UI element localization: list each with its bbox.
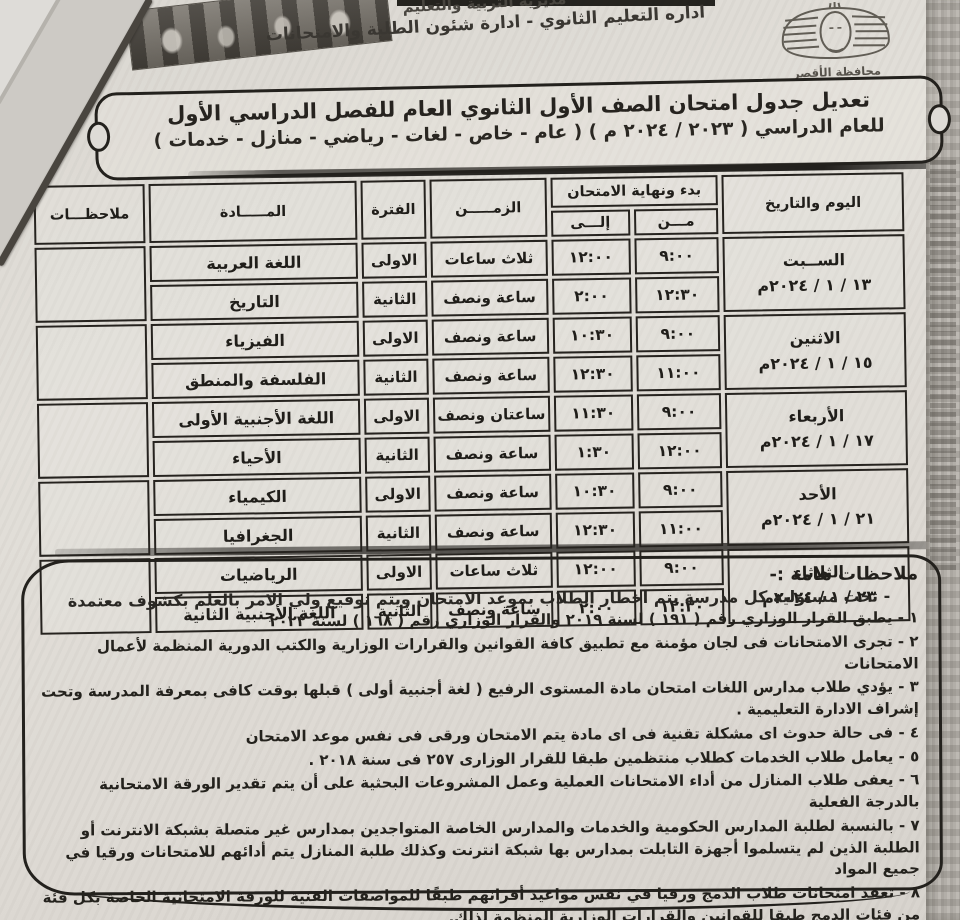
col-header-day-date: اليوم والتاريخ: [721, 172, 905, 235]
col-header-to: إلـــى: [550, 209, 630, 237]
tutankhamun-mask-icon: [781, 1, 890, 59]
cell-to: ١٢:٣٠: [553, 355, 633, 393]
cell-to: ١١:٣٠: [553, 394, 633, 432]
col-header-period: الفترة: [360, 179, 427, 240]
cell-period: الاولى: [363, 397, 430, 435]
cell-to: ١٢:٠٠: [551, 238, 631, 276]
cell-subject: الكيمياء: [153, 476, 362, 517]
cell-from: ٩:٠٠: [637, 471, 723, 509]
cell-subject: الفيزياء: [150, 320, 360, 361]
day-name: الأربعاء: [788, 405, 845, 426]
cell-from: ١١:٠٠: [638, 510, 724, 548]
cell-subject: الجغرافيا: [153, 515, 363, 556]
title-box: تعديل جدول امتحان الصف الأول الثانوي الع…: [86, 75, 952, 181]
note-item-6: ٦ - يعفى طلاب المنازل من أداء الامتحانات…: [99, 770, 920, 812]
handwritten-note: - تحت مسئولية كل مدرسة يتم اخطار الطلاب …: [67, 586, 891, 611]
cell-from: ١١:٠٠: [635, 354, 722, 392]
cell-subject: الفلسفة والمنطق: [151, 359, 360, 400]
day-date: ١٧ / ١ / ٢٠٢٤م: [759, 430, 874, 451]
page-corner-fold: [0, 0, 180, 310]
cell-duration: ساعتان ونصف: [432, 395, 551, 434]
scanner-edge-strip: [926, 0, 960, 920]
day-name: الاثنين: [789, 327, 841, 348]
cell-from: ٩:٠٠: [635, 315, 721, 353]
cell-to: ٢:٠٠: [551, 277, 632, 315]
day-date: ١٣ / ١ / ٢٠٢٤م: [757, 274, 872, 296]
cell-notes-empty: [38, 480, 151, 557]
cell-from: ٩:٠٠: [633, 237, 720, 275]
cell-period: الثانية: [365, 514, 431, 552]
cell-to: ١:٣٠: [554, 433, 634, 471]
col-header-from: مـــن: [633, 208, 719, 236]
note-item-1: ١ - يطبق القرار الوزاري رقم ( ١٩١ ) لسنة…: [269, 608, 919, 631]
cell-period: الثانية: [362, 280, 428, 318]
cell-duration: ساعة ونصف: [433, 473, 552, 512]
cell-period: الثانية: [363, 358, 429, 396]
cell-subject: اللغة الأجنبية الأولى: [152, 398, 361, 439]
notes-heading: ملاحظات هامة :-: [769, 563, 919, 586]
scan-top-edge: [397, 0, 715, 6]
cell-period: الاولى: [361, 241, 427, 279]
col-header-exam-time: بدء ونهاية الامتحان: [550, 175, 719, 208]
note-item-5: ٥ - يعامل طلاب الخدمات كطلاب منتظمين طبق…: [308, 746, 920, 769]
note-item-8: ٨ - تعقد امتحانات طلاب الدمج ورقيا في نف…: [42, 883, 921, 920]
cell-duration: ساعة ونصف: [431, 356, 550, 395]
day-date: ١٥ / ١ / ٢٠٢٤م: [758, 352, 873, 373]
cell-to: ١٠:٣٠: [554, 472, 635, 510]
cell-notes-empty: [35, 324, 148, 401]
note-item-4: ٤ - فى حالة حدوث اى مشكلة تقنية فى اى ما…: [245, 723, 920, 746]
day-name: الأحد: [798, 483, 837, 504]
cell-duration: ساعة ونصف: [433, 434, 551, 473]
day-date: ٢١ / ١ / ٢٠٢٤م: [760, 508, 876, 529]
important-notes-box: ملاحظات هامة :- - تحت مسئولية كل مدرسة ي…: [20, 554, 944, 920]
cell-period: الثانية: [364, 436, 430, 474]
cell-duration: ثلاث ساعات: [430, 239, 548, 278]
cell-period: الاولى: [365, 475, 431, 513]
cell-subject: اللغة العربية: [149, 242, 359, 283]
cell-day-date: الأحد ٢١ / ١ / ٢٠٢٤م: [726, 468, 910, 547]
cell-duration: ساعة ونصف: [430, 278, 549, 317]
note-item-7: ٧ - بالنسبة لطلبة المدارس الحكومية والخد…: [65, 816, 920, 879]
cell-to: ١٠:٣٠: [552, 316, 632, 354]
cell-from: ١٢:٠٠: [636, 432, 723, 470]
cell-to: ١٢:٣٠: [555, 511, 635, 549]
cell-duration: ساعة ونصف: [431, 317, 549, 356]
cell-subject: الأحياء: [152, 437, 362, 478]
cell-day-date: الاثنين ١٥ / ١ / ٢٠٢٤م: [723, 312, 907, 391]
luxor-governorate-logo: محافظة الأقصر: [759, 0, 914, 91]
cell-day-date: الأربعاء ١٧ / ١ / ٢٠٢٤م: [725, 390, 909, 469]
cell-subject: التاريخ: [150, 281, 359, 322]
cell-period: الاولى: [362, 319, 428, 357]
note-item-2: ٢ - تجرى الامتحانات فى لجان مؤمنة مع تطب…: [96, 632, 919, 673]
cell-duration: ساعة ونصف: [434, 512, 553, 551]
day-name: الســبت: [782, 249, 846, 270]
cell-from: ٩:٠٠: [636, 393, 722, 431]
note-item-3: ٣ - يؤدي طلاب مدارس اللغات امتحان مادة ا…: [41, 677, 919, 719]
notes-box-echo-line: [42, 878, 910, 911]
cell-notes-empty: [36, 402, 150, 479]
cell-from: ١٢:٣٠: [634, 276, 720, 314]
col-header-duration: الزمـــــن: [429, 177, 548, 239]
cell-day-date: الســبت ١٣ / ١ / ٢٠٢٤م: [722, 234, 906, 313]
